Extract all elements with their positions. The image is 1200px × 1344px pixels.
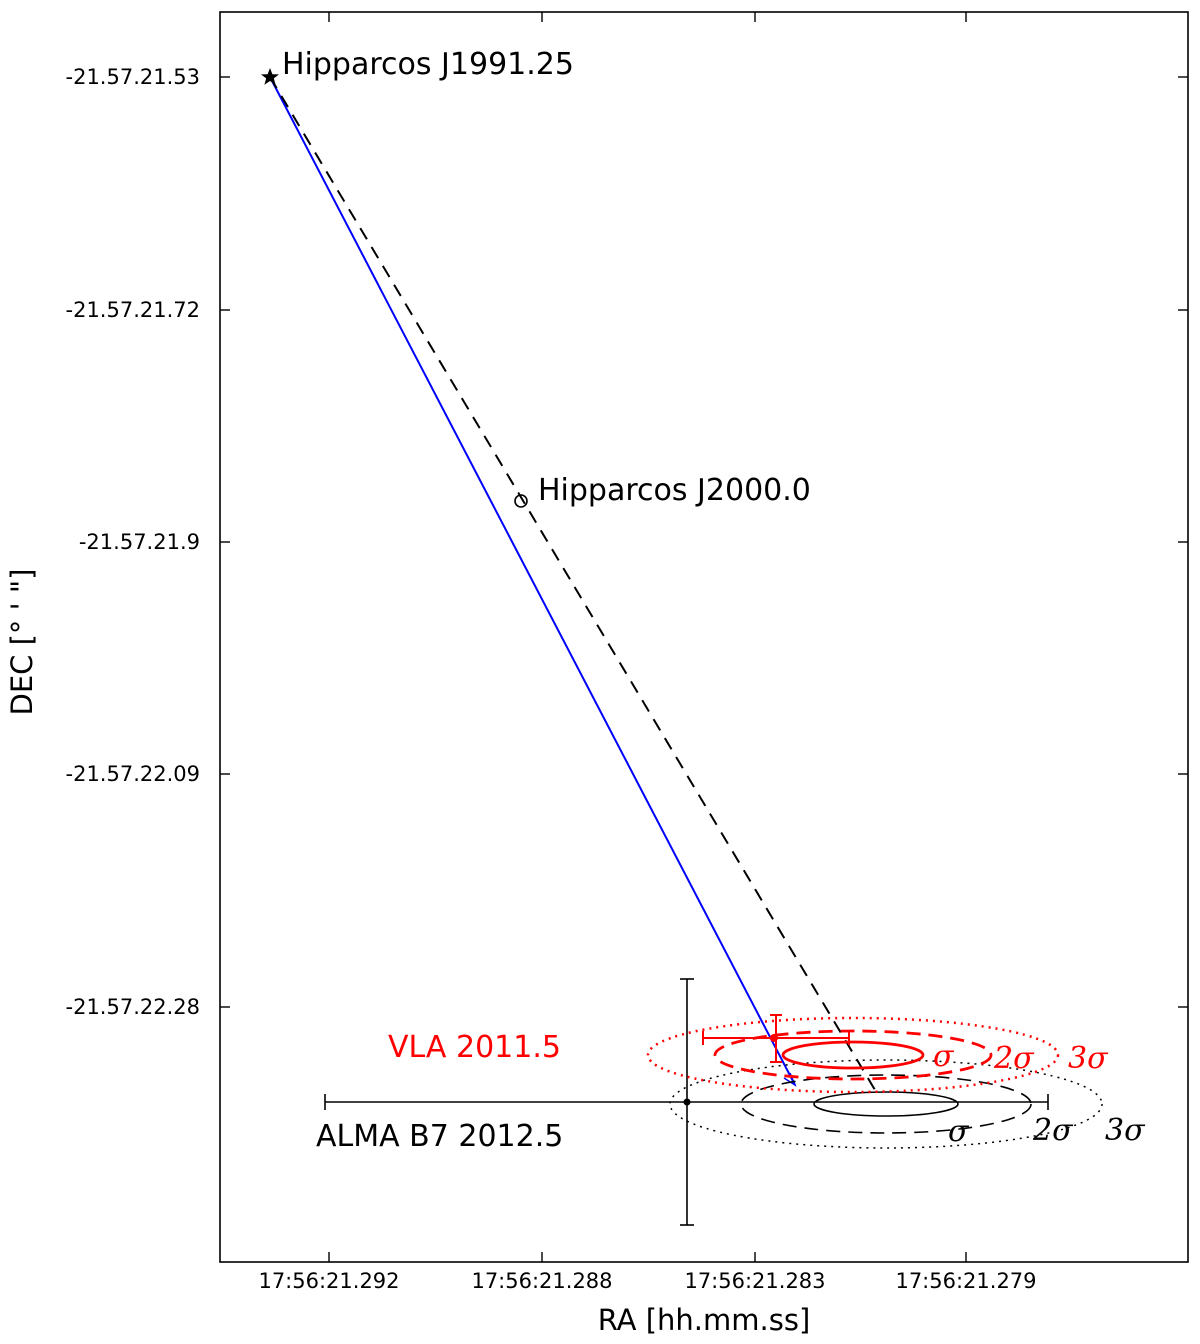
x-axis-label: RA [hh.mm.ss] <box>598 1303 811 1337</box>
proper-motion-line <box>269 76 796 1086</box>
y-axis-label: DEC [° ' "] <box>5 569 39 716</box>
plot-area <box>219 11 1189 1263</box>
y-tick-label-0: -21.57.21.53 <box>66 65 201 89</box>
x-ticks <box>328 12 967 1262</box>
vla-label: VLA 2011.5 <box>388 1030 561 1065</box>
y-tick-label-2: -21.57.21.9 <box>79 530 200 554</box>
alma-point <box>683 1098 691 1106</box>
x-tick-label-3: 17:56:21.279 <box>895 1269 1036 1293</box>
alma-1sigma-label: σ <box>948 1114 970 1149</box>
vla-1sigma-label: σ <box>933 1039 955 1074</box>
alma-label: ALMA B7 2012.5 <box>316 1119 563 1154</box>
alma-3sigma-label: 3σ <box>1105 1113 1146 1148</box>
hipparcos-1991-star-icon <box>261 68 279 85</box>
hipparcos-2000-label: Hipparcos J2000.0 <box>538 473 811 508</box>
alma-2sigma-label: 2σ <box>1032 1113 1074 1148</box>
hipparcos-2000-circle-icon <box>514 494 528 508</box>
x-tick-label-2: 17:56:21.283 <box>684 1269 825 1293</box>
y-tick-label-4: -21.57.22.28 <box>66 995 201 1019</box>
vla-contours <box>646 1016 1060 1094</box>
alma-1sigma-contour <box>813 1091 959 1117</box>
hipparcos-1991-label: Hipparcos J1991.25 <box>282 47 574 82</box>
alma-contours <box>669 1059 1103 1149</box>
vla-1sigma-contour <box>781 1040 925 1070</box>
vla-point <box>770 1034 778 1042</box>
vla-3sigma-label: 3σ <box>1068 1041 1109 1076</box>
vla-3sigma-contour <box>646 1016 1060 1094</box>
extrapolated-motion-line <box>269 76 879 1096</box>
x-tick-label-1: 17:56:21.288 <box>471 1269 612 1293</box>
y-ticks <box>220 76 1188 1008</box>
y-tick-label-1: -21.57.21.72 <box>66 298 201 322</box>
y-tick-label-3: -21.57.22.09 <box>66 762 201 786</box>
vla-2sigma-contour <box>713 1029 993 1081</box>
x-tick-label-0: 17:56:21.292 <box>258 1269 399 1293</box>
vla-2sigma-label: 2σ <box>993 1041 1035 1076</box>
alma-3sigma-contour <box>669 1059 1103 1149</box>
alma-2sigma-contour <box>740 1074 1032 1134</box>
